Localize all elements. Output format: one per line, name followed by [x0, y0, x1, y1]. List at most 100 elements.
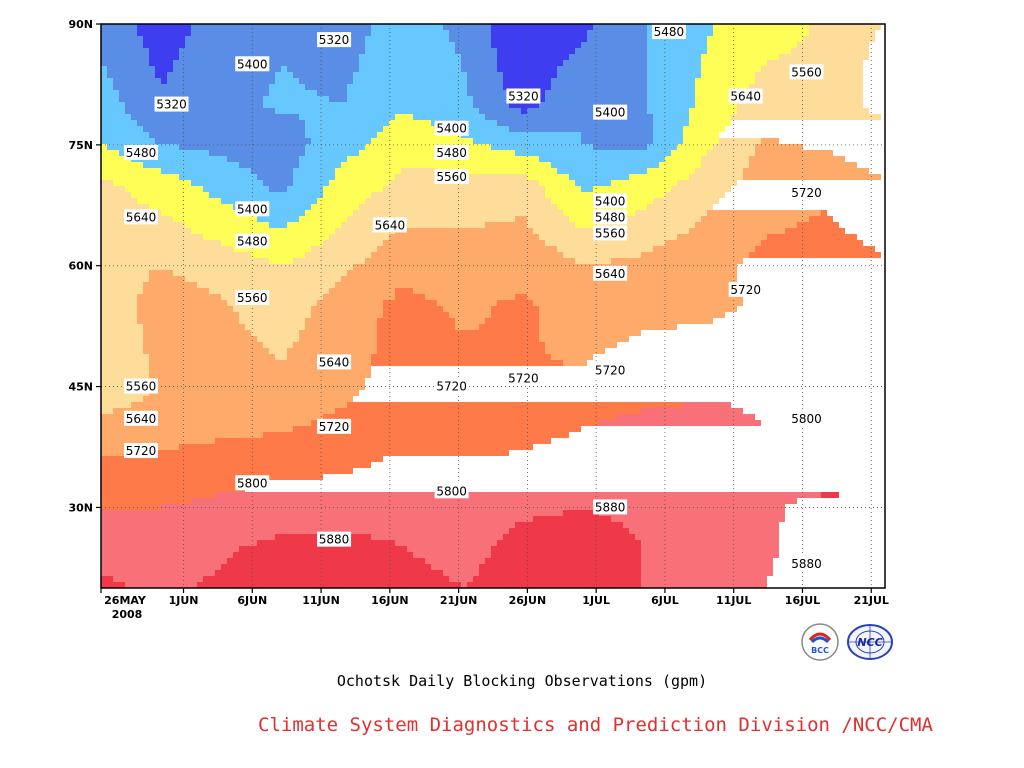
contour-band-cell: [371, 24, 443, 30]
contour-band-cell: [455, 42, 491, 48]
svg-text:5560: 5560: [595, 226, 626, 240]
contour-value-label: 5800: [235, 475, 270, 491]
contour-band-cell: [491, 306, 539, 312]
contour-band-cell: [137, 294, 221, 300]
contour-band-cell: [215, 492, 821, 498]
plot-frame: [100, 23, 886, 589]
contour-band-cell: [653, 126, 683, 132]
contour-band-cell: [557, 66, 647, 72]
contour-band-cell: [539, 312, 725, 318]
contour-band-cell: [635, 534, 779, 540]
contour-value-label: 5320: [317, 32, 352, 48]
contour-band-cell: [305, 252, 371, 258]
contour-band-cell: [101, 126, 143, 132]
contour-band-cell: [461, 54, 497, 60]
contour-band-cell: [485, 558, 641, 564]
contour-band-cell: [497, 48, 575, 54]
contour-value-label: 5560: [789, 64, 824, 80]
contour-band-cell: [131, 156, 227, 162]
contour-band-cell: [683, 132, 719, 138]
contour-band-cell: [125, 186, 203, 192]
contour-band-cell: [101, 552, 233, 558]
contour-value-label: 5640: [593, 265, 628, 281]
svg-text:5640: 5640: [319, 355, 350, 369]
contour-band-cell: [755, 150, 833, 156]
contour-band-cell: [287, 66, 359, 72]
contour-band-cell: [479, 324, 539, 330]
contour-band-cell: [101, 582, 125, 588]
contour-value-label: 5640: [317, 354, 352, 370]
contour-band-cell: [467, 90, 509, 96]
contour-band-cell: [665, 240, 761, 246]
contour-band-cell: [611, 180, 677, 186]
contour-band-cell: [491, 24, 593, 30]
svg-text:5560: 5560: [436, 170, 467, 184]
contour-band-cell: [149, 366, 371, 372]
contour-band-cell: [101, 228, 191, 234]
contour-band-cell: [293, 174, 335, 180]
contour-band-cell: [701, 72, 755, 78]
contour-band-cell: [287, 348, 377, 354]
contour-band-cell: [305, 210, 353, 216]
contour-band-cell: [455, 318, 485, 324]
svg-text:5480: 5480: [126, 146, 157, 160]
contour-band-cell: [455, 324, 479, 330]
contour-band-cell: [743, 174, 881, 180]
contour-band-cell: [299, 162, 341, 168]
contour-band-cell: [665, 156, 701, 162]
contour-band-cell: [227, 300, 317, 306]
contour-band-cell: [179, 444, 533, 450]
contour-band-cell: [143, 162, 239, 168]
contour-band-cell: [551, 84, 647, 90]
contour-band-cell: [383, 126, 443, 132]
contour-value-label: 5400: [235, 56, 270, 72]
contour-band-cell: [689, 120, 731, 126]
contour-band-cell: [173, 270, 347, 276]
contour-band-cell: [575, 48, 647, 54]
contour-band-cell: [359, 54, 461, 60]
contour-band-cell: [329, 96, 347, 102]
contour-band-cell: [197, 282, 335, 288]
contour-band-cell: [437, 300, 497, 306]
contour-band-cell: [491, 144, 593, 150]
contour-band-cell: [101, 486, 245, 492]
contour-band-cell: [353, 210, 563, 216]
contour-band-cell: [185, 36, 365, 42]
contour-band-cell: [377, 318, 455, 324]
contour-band-cell: [581, 138, 653, 144]
contour-band-cell: [101, 510, 563, 516]
contour-band-cell: [809, 216, 833, 222]
contour-band-cell: [347, 270, 737, 276]
contour-band-cell: [323, 294, 395, 300]
contour-band-cell: [143, 330, 251, 336]
contour-band-cell: [545, 186, 581, 192]
contour-band-cell: [101, 402, 131, 408]
contour-band-cell: [635, 210, 707, 216]
contour-band-cell: [551, 354, 593, 360]
contour-band-cell: [665, 192, 725, 198]
contour-band-cell: [179, 48, 365, 54]
contour-band-cell: [347, 96, 473, 102]
contour-band-cell: [785, 228, 845, 234]
contour-band-cell: [101, 174, 179, 180]
contour-band-cell: [359, 204, 557, 210]
contour-band-cell: [101, 564, 221, 570]
contour-band-cell: [101, 426, 293, 432]
contour-band-cell: [503, 84, 551, 90]
contour-band-cell: [101, 192, 131, 198]
contour-value-label: 5880: [593, 499, 628, 515]
contour-band-cell: [149, 132, 305, 138]
contour-band-cell: [767, 60, 863, 66]
contour-band-cell: [797, 222, 839, 228]
contour-band-cell: [137, 24, 191, 30]
contour-band-cell: [695, 78, 755, 84]
contour-band-cell: [719, 138, 761, 144]
contour-band-cell: [695, 96, 743, 102]
contour-band-cell: [275, 354, 287, 360]
contour-value-label: 5720: [506, 370, 541, 386]
contour-band-cell: [263, 342, 293, 348]
svg-text:5800: 5800: [237, 476, 268, 490]
contour-band-cell: [101, 348, 143, 354]
contour-band-cell: [143, 126, 305, 132]
